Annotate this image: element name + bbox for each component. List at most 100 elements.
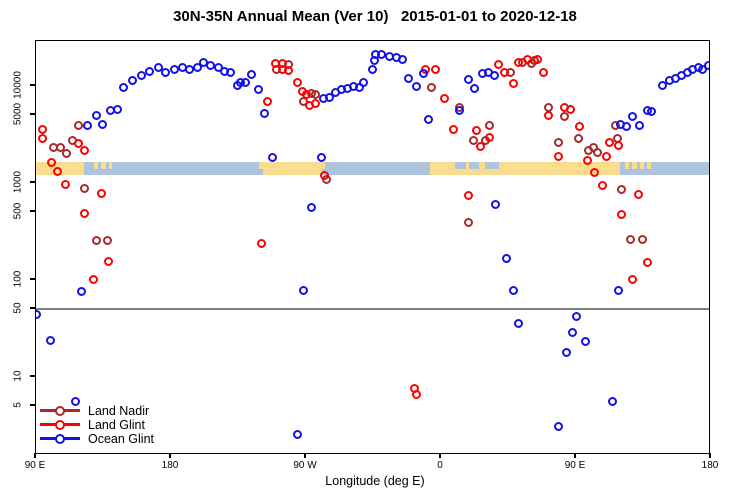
data-point-ocean-glint: [161, 68, 170, 78]
data-point-land-glint: [449, 124, 458, 134]
data-point-ocean-glint: [411, 81, 421, 91]
data-point-land-nadir: [468, 135, 478, 145]
data-point-land-glint: [476, 141, 485, 151]
map-band-island: [258, 162, 263, 170]
map-band-island: [632, 162, 637, 170]
data-point-ocean-glint: [267, 152, 277, 162]
legend-marker-icon: [55, 419, 65, 430]
map-band-land: [263, 162, 322, 175]
x-tick-label: 90 E: [564, 460, 586, 471]
data-point-land-glint: [302, 90, 311, 100]
data-point-land-glint: [293, 78, 302, 88]
data-point-ocean-glint: [704, 61, 710, 71]
data-point-land-glint: [522, 54, 532, 64]
data-point-land-nadir: [426, 82, 436, 92]
reference-line: [35, 308, 710, 310]
data-point-ocean-glint: [621, 122, 631, 132]
data-point-ocean-glint: [657, 80, 667, 90]
data-point-land-glint: [614, 140, 623, 150]
data-point-ocean-glint: [359, 78, 368, 88]
data-point-land-glint: [80, 146, 89, 156]
map-band-island: [639, 162, 644, 170]
x-tick-label: 90 W: [293, 460, 317, 471]
data-point-ocean-glint: [35, 310, 41, 320]
data-point-ocean-glint: [83, 121, 92, 131]
data-point-ocean-glint: [299, 285, 308, 295]
y-tick: [30, 84, 35, 86]
data-point-land-glint: [590, 168, 599, 178]
map-band-island: [101, 162, 106, 170]
data-point-land-nadir: [56, 143, 65, 153]
plot-canvas: [35, 40, 710, 454]
legend-entry-land-nadir: Land Nadir: [40, 404, 180, 418]
data-point-ocean-glint: [368, 65, 377, 75]
y-tick-label: 5: [12, 402, 24, 408]
data-point-land-glint: [311, 98, 320, 108]
y-tick: [30, 181, 35, 183]
data-point-land-glint: [582, 155, 592, 165]
data-point-land-nadir: [626, 235, 635, 245]
data-point-ocean-glint: [501, 253, 511, 263]
data-point-ocean-glint: [324, 92, 334, 102]
data-point-land-glint: [38, 133, 47, 143]
y-tick-label: 100: [12, 270, 24, 288]
legend-label: Land Glint: [88, 418, 145, 432]
map-band-sea-notch: [468, 162, 479, 169]
data-point-land-glint: [575, 122, 584, 132]
data-point-ocean-glint: [71, 397, 80, 407]
data-point-land-nadir: [485, 121, 494, 131]
map-band-island: [624, 162, 629, 170]
data-point-land-glint: [642, 257, 652, 267]
x-axis-title: Longitude (deg E): [325, 474, 425, 488]
y-tick: [30, 404, 35, 406]
y-tick: [30, 375, 35, 377]
data-point-ocean-glint: [192, 62, 202, 72]
data-point-land-glint: [60, 179, 70, 189]
data-point-land-glint: [284, 66, 293, 76]
data-point-land-nadir: [560, 112, 569, 122]
map-band-island: [108, 162, 113, 170]
data-point-ocean-glint: [567, 328, 577, 338]
data-point-ocean-glint: [119, 82, 128, 92]
x-tick: [34, 452, 36, 458]
data-point-land-glint: [605, 138, 614, 148]
legend-label: Ocean Glint: [88, 432, 155, 446]
data-point-ocean-glint: [489, 71, 499, 81]
y-tick-label: 1000: [12, 170, 24, 194]
data-point-land-nadir: [638, 235, 647, 245]
y-tick: [30, 210, 35, 212]
data-point-ocean-glint: [128, 75, 137, 85]
axes-layer: 90 E 180 90 W 0 90 E 180 5 10 50 100 500 1000 5000 10…: [13, 40, 719, 471]
chart-title: 30N-35N Annual Mean (Ver 10) 2015-01-01 …: [173, 8, 577, 25]
data-point-ocean-glint: [137, 71, 146, 81]
data-point-land-glint: [554, 152, 563, 162]
x-tick-label: 0: [437, 460, 443, 471]
data-point-ocean-glint: [45, 335, 55, 345]
data-point-land-glint: [539, 67, 548, 77]
data-point-ocean-glint: [254, 85, 263, 95]
data-point-land-glint: [494, 59, 503, 69]
data-point-ocean-glint: [419, 69, 428, 79]
data-point-land-glint: [513, 57, 523, 67]
data-point-land-glint: [104, 256, 113, 266]
data-point-land-nadir: [62, 149, 71, 159]
map-band-sea-notch: [455, 162, 466, 169]
data-point-ocean-glint: [77, 286, 86, 296]
data-point-ocean-glint: [240, 77, 250, 87]
data-point-land-glint: [411, 389, 421, 399]
data-point-land-nadir: [593, 148, 602, 158]
data-point-land-glint: [257, 238, 266, 248]
data-point-ocean-glint: [246, 70, 256, 80]
data-point-land-glint: [464, 191, 473, 201]
data-point-land-glint: [533, 54, 542, 64]
data-point-land-glint: [627, 274, 637, 284]
data-point-ocean-glint: [647, 107, 656, 117]
data-point-land-glint: [320, 170, 329, 180]
data-point-land-nadir: [80, 184, 89, 194]
data-point-land-glint: [47, 157, 56, 167]
data-point-ocean-glint: [581, 337, 590, 347]
data-point-land-nadir: [573, 134, 583, 144]
data-point-land-glint: [485, 132, 494, 142]
y-tick-label: 5000: [12, 103, 24, 126]
